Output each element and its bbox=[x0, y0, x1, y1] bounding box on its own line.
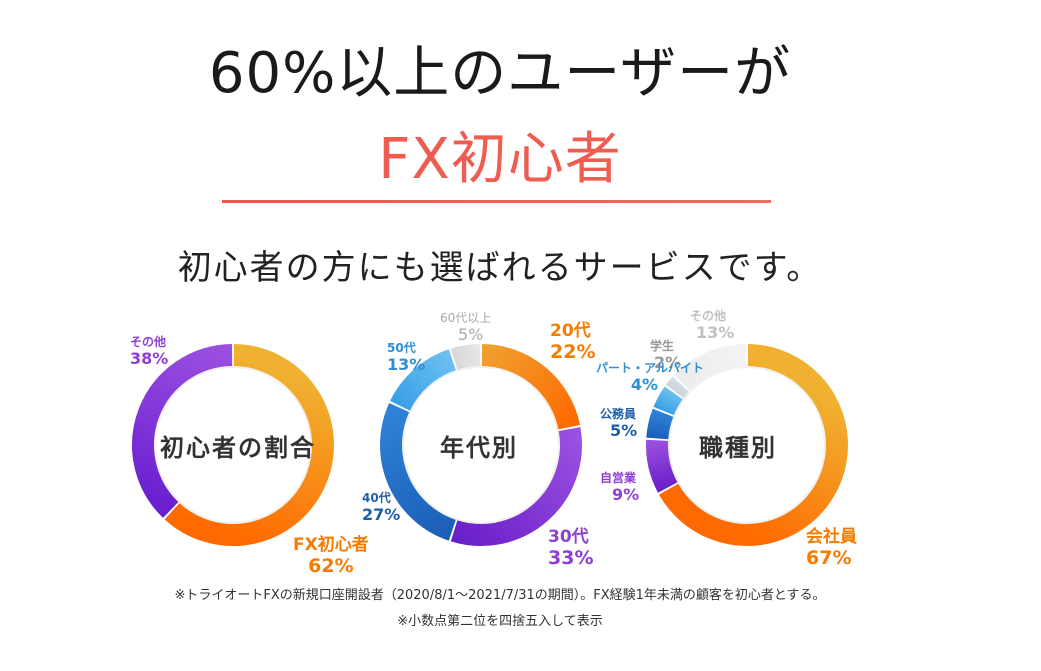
label-value: 27% bbox=[362, 504, 401, 524]
label-job-parttime: パート・アルバイト 4% bbox=[596, 361, 704, 394]
label-value: 22% bbox=[550, 340, 596, 363]
highlight-title: FX初心者 bbox=[378, 127, 622, 192]
label-job-selfemployed: 自営業 9% bbox=[600, 471, 640, 504]
chart-title-age: 年代別 bbox=[440, 434, 518, 462]
donut-slice-0-1 bbox=[132, 344, 233, 518]
donut-slice-2-1 bbox=[646, 439, 678, 493]
label-beginner-other: その他 38% bbox=[130, 335, 169, 368]
donut-charts-svg bbox=[132, 344, 848, 546]
label-name: 20代 bbox=[550, 321, 591, 341]
chart-title-beginner-ratio: 初心者の割合 bbox=[160, 434, 316, 462]
title-divider bbox=[222, 200, 771, 203]
label-beginner-fx: FX初心者 62% bbox=[293, 535, 369, 577]
label-value: 5% bbox=[610, 420, 638, 440]
label-name: 50代 bbox=[387, 341, 416, 355]
donut-slice-2-5 bbox=[674, 344, 747, 391]
label-value: 38% bbox=[130, 348, 169, 368]
label-value: 5% bbox=[458, 324, 484, 344]
label-job-student: 学生 2% bbox=[650, 339, 682, 372]
source-note: ※トライオートFXの新規口座開設者（2020/8/1〜2021/7/31の期間）… bbox=[174, 588, 826, 603]
donut-inner-0 bbox=[154, 366, 312, 524]
label-value: 67% bbox=[806, 546, 852, 569]
label-age-20s: 20代 22% bbox=[550, 321, 596, 363]
donut-slice-2-2 bbox=[646, 408, 674, 440]
label-value: 13% bbox=[696, 322, 735, 342]
headline: 60%以上のユーザーが bbox=[208, 41, 792, 106]
donut-charts: 初心者の割合 その他 38% FX初心者 62% 年代別 60代以上 5% 20… bbox=[0, 300, 1041, 580]
label-name: 自営業 bbox=[600, 471, 637, 485]
label-value: 13% bbox=[387, 354, 426, 374]
label-job-other: その他 13% bbox=[690, 309, 735, 342]
label-age-60s: 60代以上 5% bbox=[440, 311, 492, 344]
donut-slice-1-4 bbox=[450, 344, 481, 370]
label-name: FX初心者 bbox=[293, 535, 369, 555]
donut-slice-1-2 bbox=[380, 402, 457, 541]
donut-inner-1 bbox=[402, 366, 560, 524]
label-name: 30代 bbox=[548, 527, 589, 547]
label-name: 60代以上 bbox=[440, 311, 492, 325]
donut-slice-2-3 bbox=[653, 386, 683, 416]
donut-slice-2-0 bbox=[659, 344, 848, 546]
donut-slice-0-0 bbox=[164, 344, 334, 546]
donut-slice-1-3 bbox=[390, 349, 457, 411]
label-name: 40代 bbox=[362, 491, 391, 505]
label-age-40s: 40代 27% bbox=[362, 491, 401, 524]
label-name: その他 bbox=[690, 309, 727, 323]
label-age-30s: 30代 33% bbox=[548, 527, 594, 569]
label-name: 公務員 bbox=[600, 407, 637, 421]
tagline: 初心者の方にも選ばれるサービスです。 bbox=[177, 248, 823, 288]
label-value: 33% bbox=[548, 546, 594, 569]
label-name: パート・アルバイト bbox=[596, 361, 704, 375]
donut-slice-2-4 bbox=[665, 376, 689, 399]
chart-title-occupation: 職種別 bbox=[699, 434, 777, 462]
label-value: 62% bbox=[308, 554, 354, 577]
label-value: 4% bbox=[630, 374, 658, 394]
label-value: 2% bbox=[654, 352, 682, 372]
label-job-civilservant: 公務員 5% bbox=[600, 407, 638, 440]
donut-slice-1-1 bbox=[450, 427, 582, 546]
label-name: 学生 bbox=[650, 339, 675, 353]
label-name: 会社員 bbox=[806, 527, 857, 547]
donut-slice-1-0 bbox=[481, 344, 581, 430]
label-value: 9% bbox=[612, 484, 640, 504]
rounding-note: ※小数点第二位を四捨五入して表示 bbox=[397, 614, 603, 629]
donut-inner-2 bbox=[668, 366, 826, 524]
label-name: その他 bbox=[130, 335, 167, 349]
label-age-50s: 50代 13% bbox=[387, 341, 426, 374]
label-job-employee: 会社員 67% bbox=[806, 527, 857, 569]
